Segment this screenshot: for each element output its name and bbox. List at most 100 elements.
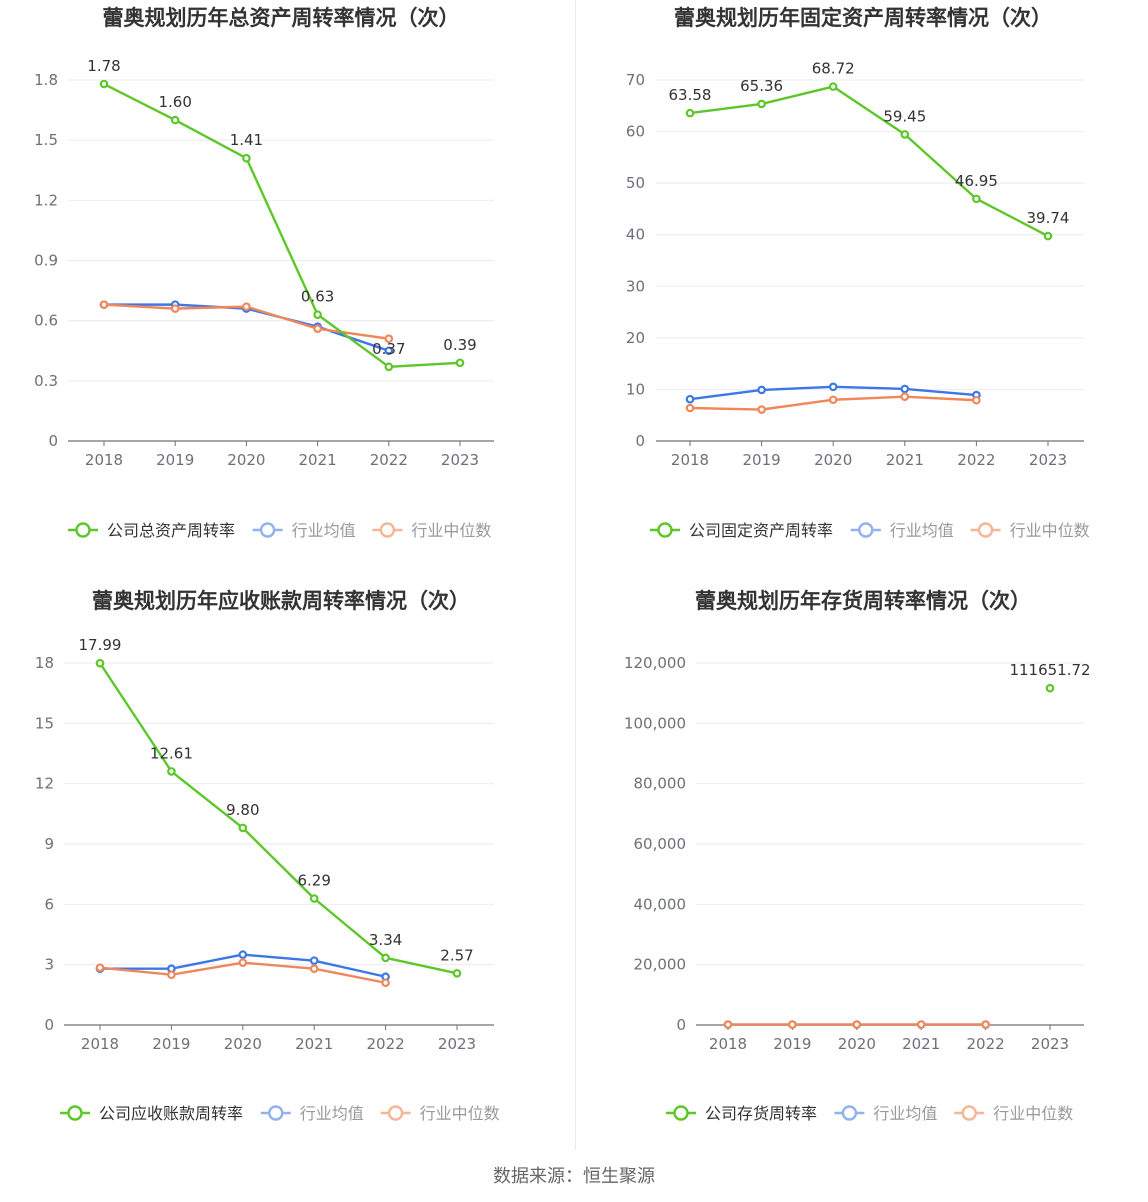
data-point-median [757, 405, 766, 414]
data-point-average [757, 385, 766, 395]
y-tick-label: 30 [626, 277, 645, 295]
x-tick-label: 2023 [438, 1035, 476, 1053]
y-tick-label: 60 [626, 123, 645, 141]
y-tick-label: 40,000 [634, 895, 687, 913]
x-tick-label: 2020 [227, 451, 265, 469]
chart-svg: 蕾奥规划历年总资产周转率情况（次） 0 0.3 0.6 0.9 1.2 1.5 1.8 2018… [34, 6, 494, 540]
data-point-median [916, 1020, 926, 1029]
x-tick-label: 2023 [1029, 451, 1067, 469]
data-point-average [238, 950, 248, 959]
data-point-company [170, 115, 180, 125]
x-tick-label: 2021 [902, 1035, 940, 1053]
legend-marker-average [268, 1105, 284, 1121]
data-point-median [238, 958, 248, 967]
legend-label-average: 行业均值 [292, 521, 356, 540]
x-tick-label: 2021 [295, 1035, 333, 1053]
data-point-median [828, 395, 838, 405]
chart-total-asset-turnover: 蕾奥规划历年总资产周转率情况（次） 0 0.3 0.6 0.9 1.2 1.5 1.8 2018… [0, 0, 574, 580]
data-point-average [685, 394, 695, 404]
chart-svg: 蕾奥规划历年存货周转率情况（次） 0 20,000 40,000 60,000 80,00… [624, 589, 1091, 1123]
data-point-company [1043, 231, 1053, 241]
chart-title: 蕾奥规划历年总资产周转率情况（次） [103, 6, 460, 30]
data-point-average [828, 382, 838, 392]
x-tick-label: 2022 [367, 1035, 405, 1053]
data-label: 12.61 [150, 744, 193, 762]
data-point-company [99, 79, 109, 89]
y-tick-label: 18 [35, 654, 54, 672]
x-tick-label: 2018 [671, 451, 709, 469]
data-point-median [309, 964, 319, 973]
y-tick-label: 1.5 [34, 131, 58, 149]
legend-label-median: 行业中位数 [420, 1104, 500, 1123]
data-point-company [1045, 683, 1055, 693]
chart-group: 蕾奥规划历年应收账款周转率情况（次） 0 3 6 9 12 15 18 2018 2019 2020… [35, 589, 500, 1123]
y-tick-label: 9 [44, 835, 54, 853]
y-tick-label: 50 [626, 174, 645, 192]
data-point-company [828, 82, 838, 91]
x-tick-label: 2018 [85, 451, 123, 469]
data-label: 68.72 [812, 60, 855, 78]
legend-label-average: 行业均值 [890, 521, 954, 540]
data-label: 1.60 [158, 93, 191, 111]
data-point-median [167, 970, 176, 980]
y-tick-label: 20 [626, 329, 645, 347]
legend-label-company: 公司存货周转率 [705, 1104, 817, 1123]
data-label: 46.95 [955, 172, 998, 190]
data-point-median [242, 302, 251, 311]
x-tick-label: 2019 [773, 1035, 811, 1053]
legend-marker-company [657, 522, 673, 538]
legend-label-median: 行业中位数 [1010, 521, 1090, 540]
x-tick-label: 2019 [156, 451, 194, 469]
x-tick-label: 2023 [1031, 1035, 1069, 1053]
data-point-company [452, 969, 462, 978]
data-point-median [170, 304, 180, 313]
legend-marker-company [673, 1105, 689, 1121]
data-label: 2.57 [440, 946, 473, 964]
series-line-company [689, 85, 1049, 238]
y-tick-label: 0 [44, 1016, 54, 1034]
y-tick-label: 10 [626, 380, 645, 398]
y-tick-label: 40 [626, 226, 645, 244]
data-point-average [384, 346, 394, 356]
legend-marker-average [841, 1105, 858, 1121]
x-tick-label: 2020 [838, 1035, 876, 1053]
data-point-average [309, 956, 319, 965]
data-point-company [900, 130, 910, 139]
panel-divider [575, 0, 576, 1150]
x-tick-label: 2020 [224, 1035, 262, 1053]
y-tick-label: 3 [44, 956, 54, 974]
legend-label-median: 行业中位数 [993, 1104, 1073, 1123]
data-point-company [685, 108, 695, 118]
legend-label-average: 行业均值 [873, 1104, 937, 1123]
y-tick-label: 0 [676, 1016, 686, 1034]
data-point-company [455, 358, 465, 368]
legend-marker-average [259, 522, 276, 538]
legend-marker-median [961, 1105, 977, 1121]
data-point-company [972, 194, 981, 204]
x-tick-label: 2021 [299, 451, 337, 469]
legend-label-company: 公司固定资产周转率 [689, 521, 833, 540]
data-point-median [981, 1020, 990, 1029]
data-point-company [384, 362, 394, 372]
y-tick-label: 1.2 [34, 191, 58, 209]
data-point-company [242, 153, 251, 163]
x-tick-label: 2023 [441, 451, 479, 469]
data-label: 39.74 [1027, 209, 1070, 227]
data-label: 3.34 [369, 931, 402, 949]
chart-group: 蕾奥规划历年总资产周转率情况（次） 0 0.3 0.6 0.9 1.2 1.5 1.8 2018… [34, 6, 494, 540]
y-tick-label: 1.8 [34, 71, 58, 89]
data-label: 111651.72 [1009, 661, 1090, 679]
y-tick-label: 70 [626, 71, 645, 89]
data-point-median [788, 1020, 797, 1029]
data-point-median [852, 1020, 862, 1029]
data-point-company [381, 953, 390, 963]
legend-marker-median [379, 522, 396, 538]
data-point-company [313, 310, 322, 319]
y-tick-label: 0.3 [34, 372, 58, 390]
chart-title: 蕾奥规划历年固定资产周转率情况（次） [674, 6, 1052, 30]
data-point-median [95, 963, 105, 972]
data-label: 1.78 [87, 57, 120, 75]
y-tick-label: 0.9 [34, 252, 58, 270]
y-tick-label: 20,000 [634, 956, 687, 974]
chart-group: 蕾奥规划历年固定资产周转率情况（次） 0 10 20 30 40 50 60 70 2018 201… [626, 6, 1090, 540]
